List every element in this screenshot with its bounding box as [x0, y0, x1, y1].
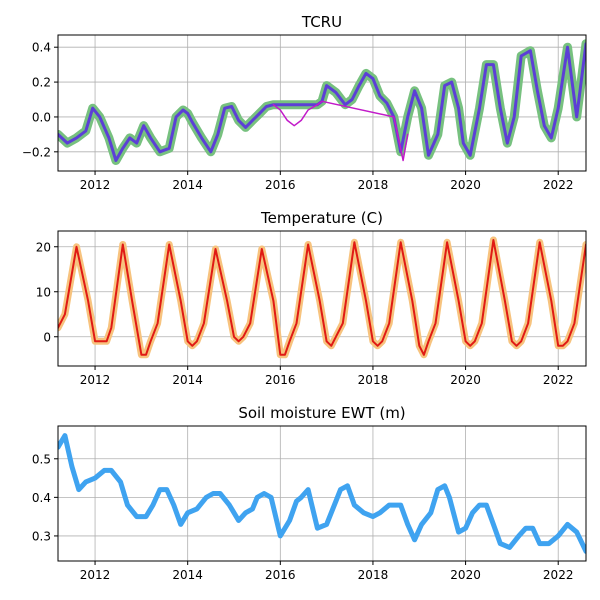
series-line-1 — [58, 236, 586, 359]
x-tick-label: 2018 — [358, 178, 389, 192]
y-tick-label: 20 — [36, 240, 51, 254]
axes-frame — [57, 34, 587, 172]
axes-frame — [57, 425, 587, 562]
x-tick-label: 2018 — [358, 373, 389, 387]
subplot-2: 2012 2014 2016 2018 2020 2022 0 10 20 Temperature… — [36, 209, 587, 387]
x-tick-label: 2020 — [450, 178, 481, 192]
y-tick-label: 0.4 — [32, 491, 51, 505]
y-tick-label: 0.2 — [32, 76, 51, 90]
y-tick-label: 0.5 — [32, 452, 51, 466]
x-tick-label: 2014 — [172, 178, 203, 192]
x-tick-label: 2014 — [172, 373, 203, 387]
y-tick-label: 0.3 — [32, 529, 51, 543]
series-line-3 — [272, 100, 409, 162]
series-line-2 — [58, 239, 586, 356]
x-tick-label: 2020 — [450, 373, 481, 387]
subplot-1: 2012 2014 2016 2018 2020 2022 −0.2 0.0 0.2 0.4 TCR… — [22, 13, 587, 192]
x-tick-label: 2022 — [543, 373, 574, 387]
x-tick-label: 2014 — [172, 568, 203, 582]
axes-frame — [57, 230, 587, 367]
x-tick-label: 2012 — [80, 373, 111, 387]
y-tick-label: 10 — [36, 285, 51, 299]
x-tick-label: 2016 — [265, 568, 296, 582]
subplot-3: 2012 2014 2016 2018 2020 2022 0.3 0.4 0.5 Soil mo… — [32, 404, 587, 582]
series-line-2 — [58, 42, 586, 162]
y-tick-label: 0.4 — [32, 41, 51, 55]
y-tick-label: 0 — [43, 330, 51, 344]
chart-title: TCRU — [301, 13, 342, 31]
chart-title: Temperature (C) — [260, 209, 383, 227]
x-tick-label: 2012 — [80, 568, 111, 582]
x-tick-label: 2016 — [265, 373, 296, 387]
x-tick-label: 2020 — [450, 568, 481, 582]
y-tick-label: −0.2 — [22, 145, 51, 159]
chart-title: Soil moisture EWT (m) — [238, 404, 405, 422]
y-tick-label: 0.0 — [32, 110, 51, 124]
x-tick-label: 2018 — [358, 568, 389, 582]
x-tick-label: 2016 — [265, 178, 296, 192]
x-tick-label: 2012 — [80, 178, 111, 192]
series-line-1 — [58, 433, 586, 554]
x-tick-label: 2022 — [543, 568, 574, 582]
x-tick-label: 2022 — [543, 178, 574, 192]
